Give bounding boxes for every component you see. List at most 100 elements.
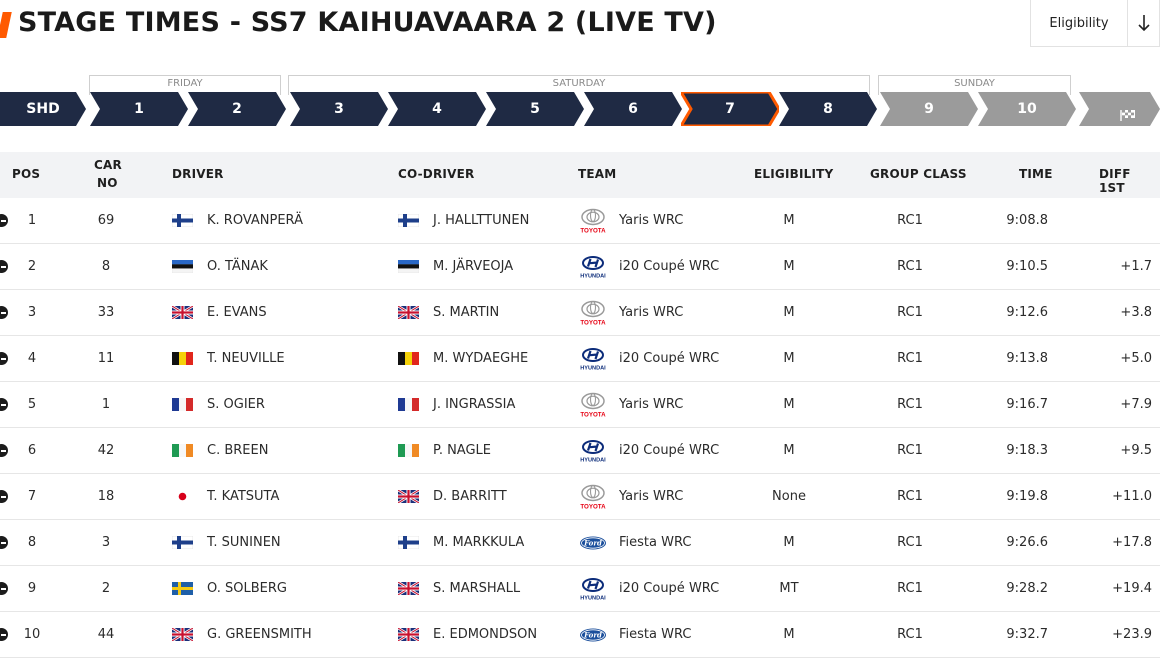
eligibility-cell: MT (779, 581, 799, 596)
stage-10[interactable]: 10 (978, 92, 1076, 126)
driver-name: E. EVANS (207, 305, 267, 320)
table-row[interactable]: 1 69 K. ROVANPERÄ J. HALLTTUNEN TOYOTA Y… (0, 198, 1160, 244)
stage-2[interactable]: 2 (188, 92, 286, 126)
position-cell: 2 (27, 259, 37, 274)
page-title: STAGE TIMES - SS7 KAIHUAVAARA 2 (LIVE TV… (18, 7, 717, 38)
stage-4[interactable]: 4 (388, 92, 486, 126)
car-number-cell: 2 (101, 581, 111, 596)
time-cell: 9:12.6 (1006, 305, 1048, 320)
table-row[interactable]: 4 11 T. NEUVILLE M. WYDAEGHE HYUNDAI i20… (0, 336, 1160, 382)
driver-cell[interactable]: C. BREEN (172, 428, 392, 473)
codriver-cell[interactable]: M. MARKKULA (398, 520, 573, 565)
codriver-cell[interactable]: S. MARTIN (398, 290, 573, 335)
col-team: TEAM (578, 167, 617, 181)
hyundai-logo-icon: HYUNDAI (578, 254, 608, 280)
stage-6[interactable]: 6 (584, 92, 682, 126)
svg-text:HYUNDAI: HYUNDAI (580, 273, 606, 279)
toyota-logo-icon: TOYOTA (578, 208, 608, 234)
hyundai-logo-icon: HYUNDAI (578, 576, 608, 602)
stage-8[interactable]: 8 (779, 92, 877, 126)
driver-name: K. ROVANPERÄ (207, 213, 303, 228)
expand-row-icon[interactable] (0, 352, 8, 365)
expand-row-icon[interactable] (0, 260, 8, 273)
eligibility-cell: M (783, 213, 795, 228)
stage-9[interactable]: 9 (880, 92, 978, 126)
codriver-cell[interactable]: M. WYDAEGHE (398, 336, 573, 381)
codriver-name: S. MARSHALL (433, 581, 521, 596)
driver-cell[interactable]: T. SUNINEN (172, 520, 392, 565)
stage-1[interactable]: 1 (90, 92, 188, 126)
car-number-cell: 3 (101, 535, 111, 550)
svg-text:Ford: Ford (583, 630, 602, 639)
driver-cell[interactable]: T. NEUVILLE (172, 336, 392, 381)
codriver-cell[interactable]: D. BARRITT (398, 474, 573, 519)
table-row[interactable]: 10 44 G. GREENSMITH E. EDMONDSON Ford Fi… (0, 612, 1160, 658)
stage-label: SHD (26, 101, 60, 117)
codriver-cell[interactable]: P. NAGLE (398, 428, 573, 473)
codriver-name: J. INGRASSIA (433, 397, 516, 412)
team-cell: TOYOTA Yaris WRC (578, 474, 748, 519)
table-row[interactable]: 2 8 O. TÄNAK M. JÄRVEOJA HYUNDAI i20 Cou… (0, 244, 1160, 290)
driver-cell[interactable]: K. ROVANPERÄ (172, 198, 392, 243)
expand-row-icon[interactable] (0, 306, 8, 319)
group-class-cell: RC1 (897, 581, 923, 596)
driver-cell[interactable]: O. TÄNAK (172, 244, 392, 289)
team-name: Yaris WRC (619, 213, 684, 228)
expand-row-icon[interactable] (0, 490, 8, 503)
eligibility-cell: M (783, 259, 795, 274)
team-cell: TOYOTA Yaris WRC (578, 290, 748, 335)
eligibility-filter-label[interactable]: Eligibility (1049, 15, 1109, 31)
driver-name: G. GREENSMITH (207, 627, 312, 642)
stage-finish[interactable] (1079, 92, 1160, 126)
team-name: i20 Coupé WRC (619, 443, 720, 458)
stage-shd[interactable]: SHD (0, 92, 86, 126)
driver-name: T. KATSUTA (207, 489, 280, 504)
col-car-line2: NO (97, 176, 118, 190)
codriver-cell[interactable]: S. MARSHALL (398, 566, 573, 611)
codriver-cell[interactable]: M. JÄRVEOJA (398, 244, 573, 289)
expand-row-icon[interactable] (0, 628, 8, 641)
table-row[interactable]: 7 18 T. KATSUTA D. BARRITT TOYOTA Yaris … (0, 474, 1160, 520)
table-row[interactable]: 8 3 T. SUNINEN M. MARKKULA Ford Fiesta W… (0, 520, 1160, 566)
svg-text:TOYOTA: TOYOTA (580, 227, 606, 234)
table-row[interactable]: 6 42 C. BREEN P. NAGLE HYUNDAI i20 Coupé… (0, 428, 1160, 474)
day-saturday: SATURDAY (288, 75, 870, 95)
col-car-line1: CAR (94, 158, 122, 172)
codriver-cell[interactable]: J. HALLTTUNEN (398, 198, 573, 243)
stage-7[interactable]: 7 (681, 92, 779, 126)
driver-cell[interactable]: S. OGIER (172, 382, 392, 427)
col-eligibility: ELIGIBILITY (754, 167, 834, 181)
table-row[interactable]: 3 33 E. EVANS S. MARTIN TOYOTA Yaris WRC… (0, 290, 1160, 336)
driver-cell[interactable]: T. KATSUTA (172, 474, 392, 519)
sort-down-arrow-icon[interactable] (1127, 0, 1159, 46)
stage-5[interactable]: 5 (486, 92, 584, 126)
car-number-cell: 33 (97, 305, 115, 320)
position-cell: 9 (27, 581, 37, 596)
expand-row-icon[interactable] (0, 582, 8, 595)
driver-cell[interactable]: E. EVANS (172, 290, 392, 335)
table-row[interactable]: 9 2 O. SOLBERG S. MARSHALL HYUNDAI i20 C… (0, 566, 1160, 612)
stage-3[interactable]: 3 (290, 92, 388, 126)
car-number-cell: 42 (97, 443, 115, 458)
diff-cell: +7.9 (1120, 397, 1152, 412)
expand-row-icon[interactable] (0, 214, 8, 227)
codriver-cell[interactable]: E. EDMONDSON (398, 612, 573, 657)
expand-row-icon[interactable] (0, 536, 8, 549)
svg-text:TOYOTA: TOYOTA (580, 319, 606, 326)
svg-text:TOYOTA: TOYOTA (580, 411, 606, 418)
ireland-flag-icon (398, 444, 419, 457)
eligibility-filter[interactable]: Eligibility (1030, 0, 1160, 47)
table-row[interactable]: 5 1 S. OGIER J. INGRASSIA TOYOTA Yaris W… (0, 382, 1160, 428)
expand-row-icon[interactable] (0, 398, 8, 411)
hyundai-logo-icon: HYUNDAI (578, 438, 608, 464)
expand-row-icon[interactable] (0, 444, 8, 457)
driver-cell[interactable]: O. SOLBERG (172, 566, 392, 611)
codriver-name: M. MARKKULA (433, 535, 525, 550)
driver-cell[interactable]: G. GREENSMITH (172, 612, 392, 657)
uk-flag-icon (172, 628, 193, 641)
day-sunday: SUNDAY (878, 75, 1071, 95)
codriver-cell[interactable]: J. INGRASSIA (398, 382, 573, 427)
belgium-flag-icon (398, 352, 419, 365)
time-cell: 9:28.2 (1006, 581, 1048, 596)
stage-navigation: SHD 1 2 3 4 5 6 7 8 9 10 (0, 92, 1160, 126)
